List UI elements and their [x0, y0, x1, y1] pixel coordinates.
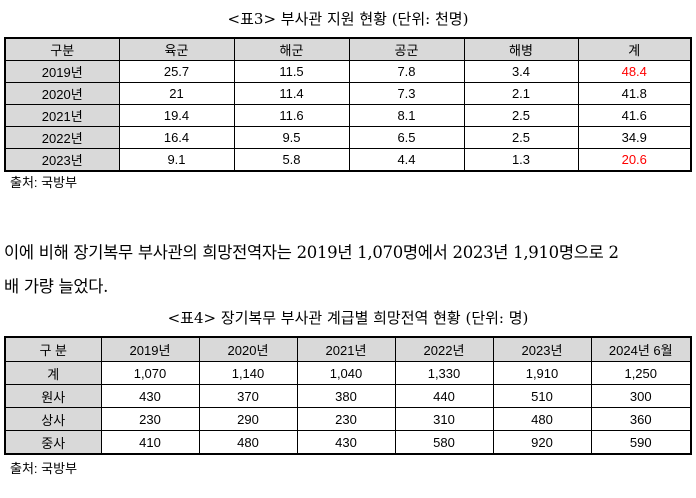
header-cell: 해군: [233, 37, 350, 61]
table-header-row: 구분 육군 해군 공군 해병 계: [4, 37, 692, 61]
table-cell: 590: [590, 430, 692, 455]
table-cell: 380: [296, 384, 396, 408]
table-cell: 9.5: [233, 126, 350, 149]
support-status-table: 구분 육군 해군 공군 해병 계 2019년 25.7 11.5 7.8 3.4…: [4, 37, 692, 172]
table-cell: 1,330: [394, 361, 494, 385]
table-cell: 1,040: [296, 361, 396, 385]
header-cell: 2020년: [198, 336, 298, 362]
header-cell: 계: [577, 37, 692, 61]
table-cell: 480: [198, 430, 298, 455]
total-cell-highlight: 20.6: [577, 148, 692, 172]
table-cell: 2.5: [463, 104, 579, 127]
table-cell: 920: [492, 430, 592, 455]
discharge-request-table: 구 분 2019년 2020년 2021년 2022년 2023년 2024년 …: [4, 336, 692, 455]
table4-source: 출처: 국방부: [10, 461, 78, 476]
table-cell: 430: [100, 384, 200, 408]
header-cell: 2023년: [492, 336, 592, 362]
table-row: 2020년 21 11.4 7.3 2.1 41.8: [4, 82, 692, 105]
table-cell: 4.4: [348, 148, 465, 172]
row-label: 2020년: [4, 82, 120, 105]
row-label: 계: [4, 361, 102, 385]
table-cell: 11.5: [233, 60, 350, 83]
total-cell: 41.8: [577, 82, 692, 105]
table-cell: 8.1: [348, 104, 465, 127]
header-cell: 구 분: [4, 336, 102, 362]
table3-caption: <표3> 부사관 지원 현황 (단위: 천명): [227, 10, 469, 28]
table-cell: 2.1: [463, 82, 579, 105]
header-cell: 공군: [348, 37, 465, 61]
row-label: 2019년: [4, 60, 120, 83]
total-cell-highlight: 48.4: [577, 60, 692, 83]
row-label: 상사: [4, 407, 102, 431]
header-cell: 2024년 6월: [590, 336, 692, 362]
table-cell: 1.3: [463, 148, 579, 172]
table-cell: 2.5: [463, 126, 579, 149]
total-cell: 41.6: [577, 104, 692, 127]
table-cell: 6.5: [348, 126, 465, 149]
header-cell: 육군: [118, 37, 235, 61]
table-cell: 1,250: [590, 361, 692, 385]
header-cell: 해병: [463, 37, 579, 61]
table3-source: 출처: 국방부: [10, 175, 78, 190]
table-cell: 9.1: [118, 148, 235, 172]
table-cell: 310: [394, 407, 494, 431]
table-cell: 480: [492, 407, 592, 431]
table-row: 2021년 19.4 11.6 8.1 2.5 41.6: [4, 104, 692, 127]
header-cell: 2019년: [100, 336, 200, 362]
body-paragraph: 이에 비해 장기복무 부사관의 희망전역자는 2019년 1,070명에서 20…: [4, 236, 694, 304]
table-row: 중사 410 480 430 580 920 590: [4, 430, 692, 455]
table-cell: 16.4: [118, 126, 235, 149]
table-row: 2023년 9.1 5.8 4.4 1.3 20.6: [4, 148, 692, 172]
table4-caption: <표4> 장기복무 부사관 계급별 희망전역 현황 (단위: 명): [167, 309, 529, 327]
table-cell: 290: [198, 407, 298, 431]
table-cell: 7.8: [348, 60, 465, 83]
table-cell: 11.4: [233, 82, 350, 105]
table-row: 상사 230 290 230 310 480 360: [4, 407, 692, 431]
row-label: 원사: [4, 384, 102, 408]
table-cell: 1,910: [492, 361, 592, 385]
row-label: 2021년: [4, 104, 120, 127]
table-cell: 19.4: [118, 104, 235, 127]
table-header-row: 구 분 2019년 2020년 2021년 2022년 2023년 2024년 …: [4, 336, 692, 362]
row-label: 2023년: [4, 148, 120, 172]
table-cell: 3.4: [463, 60, 579, 83]
table-cell: 7.3: [348, 82, 465, 105]
table-cell: 1,140: [198, 361, 298, 385]
header-cell: 구분: [4, 37, 120, 61]
table-row: 2022년 16.4 9.5 6.5 2.5 34.9: [4, 126, 692, 149]
table-cell: 230: [296, 407, 396, 431]
header-cell: 2021년: [296, 336, 396, 362]
paragraph-line: 이에 비해 장기복무 부사관의 희망전역자는 2019년 1,070명에서 20…: [4, 243, 619, 262]
table-cell: 360: [590, 407, 692, 431]
row-label: 중사: [4, 430, 102, 455]
table-cell: 440: [394, 384, 494, 408]
table-cell: 410: [100, 430, 200, 455]
table-cell: 580: [394, 430, 494, 455]
header-cell: 2022년: [394, 336, 494, 362]
table-cell: 1,070: [100, 361, 200, 385]
table-cell: 5.8: [233, 148, 350, 172]
table-cell: 370: [198, 384, 298, 408]
row-label: 2022년: [4, 126, 120, 149]
table-cell: 430: [296, 430, 396, 455]
table-cell: 300: [590, 384, 692, 408]
table-cell: 25.7: [118, 60, 235, 83]
table-cell: 11.6: [233, 104, 350, 127]
table-cell: 230: [100, 407, 200, 431]
table-row: 원사 430 370 380 440 510 300: [4, 384, 692, 408]
table-cell: 21: [118, 82, 235, 105]
total-cell: 34.9: [577, 126, 692, 149]
table-row: 계 1,070 1,140 1,040 1,330 1,910 1,250: [4, 361, 692, 385]
table-cell: 510: [492, 384, 592, 408]
table-row: 2019년 25.7 11.5 7.8 3.4 48.4: [4, 60, 692, 83]
paragraph-line: 배 가량 늘었다.: [4, 277, 109, 296]
